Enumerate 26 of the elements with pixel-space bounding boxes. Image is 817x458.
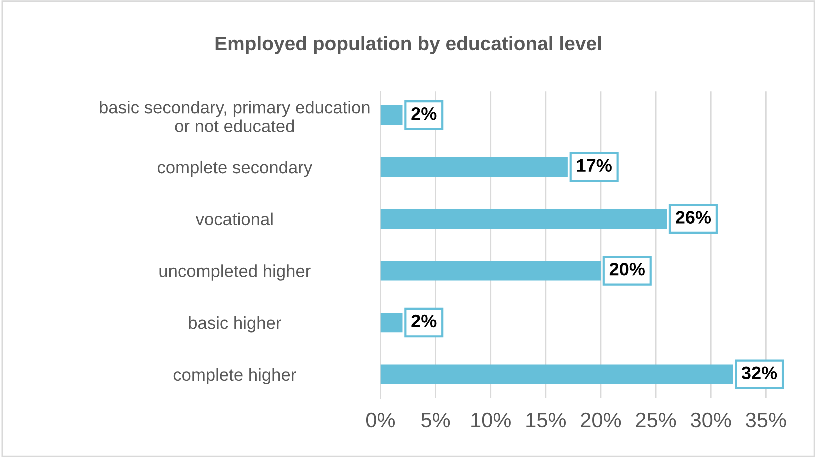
x-tick-label: 15% bbox=[526, 412, 566, 428]
bar bbox=[380, 312, 403, 333]
x-tick-label: 0% bbox=[366, 412, 396, 428]
data-label: 2% bbox=[412, 314, 437, 328]
x-tick-label: 25% bbox=[636, 412, 676, 428]
bar bbox=[380, 364, 734, 385]
x-tick-label: 10% bbox=[472, 412, 511, 428]
x-tick-label: 30% bbox=[691, 412, 732, 428]
data-label: 2% bbox=[412, 107, 437, 120]
y-tick-label: complete higher bbox=[174, 368, 296, 385]
y-tick-label: basic secondary, primary education or not educated bbox=[100, 101, 370, 132]
y-tick-label: vocational bbox=[196, 212, 273, 226]
x-tick-label: 20% bbox=[581, 412, 622, 428]
bar bbox=[380, 106, 403, 126]
bar bbox=[380, 157, 568, 178]
data-label: 20% bbox=[610, 263, 645, 276]
data-label: 26% bbox=[676, 211, 712, 224]
data-label: 32% bbox=[742, 366, 778, 380]
data-label: 17% bbox=[577, 159, 612, 172]
y-tick-label: complete secondary bbox=[158, 160, 313, 178]
bar bbox=[380, 261, 601, 281]
y-tick-label: basic higher bbox=[189, 316, 282, 333]
chart-title: Employed population by educational level bbox=[216, 36, 602, 54]
x-tick-label: 35% bbox=[746, 412, 786, 428]
y-tick-label: uncompleted higher bbox=[160, 264, 311, 281]
x-tick-label: 5% bbox=[422, 412, 450, 428]
